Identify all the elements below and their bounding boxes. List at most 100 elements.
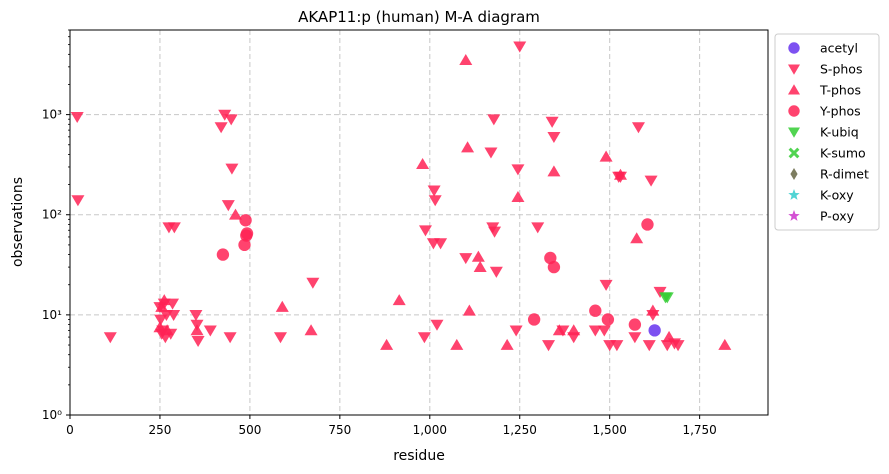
legend-label-acetyl: acetyl: [820, 41, 858, 56]
t-phos-point: [567, 324, 581, 336]
legend-marker-y-phos: [788, 105, 800, 117]
y-tick-label: 10³: [42, 108, 62, 122]
t-phos-point: [461, 141, 475, 153]
s-phos-point: [218, 109, 232, 121]
legend-marker-k-sumo: [788, 147, 800, 159]
x-axis-title: residue: [393, 448, 445, 464]
legend-marker-k-ubiq: [788, 127, 800, 138]
x-tick-label: 500: [238, 423, 261, 437]
y-phos-point: [238, 238, 251, 252]
t-phos-point: [473, 260, 487, 272]
t-phos-point: [450, 338, 464, 350]
s-phos-point: [103, 332, 117, 344]
legend-label-k-oxy: K-oxy: [820, 188, 854, 203]
legend-label-y-phos: Y-phos: [819, 104, 861, 119]
t-phos-point: [275, 300, 289, 312]
y-phos-point: [641, 218, 654, 231]
t-phos-point: [511, 190, 525, 202]
t-phos-point: [462, 304, 476, 316]
legend-box: [774, 33, 880, 231]
legend-label-r-dimet: R-dimet: [820, 167, 869, 182]
y-phos-point: [527, 313, 541, 326]
s-phos-point: [306, 277, 320, 289]
y-axis: 10⁰ 10¹ 10² 10³: [42, 29, 70, 422]
y-phos-point: [547, 260, 561, 274]
s-phos-point: [417, 332, 431, 344]
s-phos-point: [167, 222, 181, 234]
legend-label-t-phos: T-phos: [819, 83, 861, 98]
legend: acetyl S-phos T-phos Y-phos K-ubiq K-sumo R-di…: [774, 33, 880, 231]
s-phos-point: [631, 122, 645, 134]
legend-marker-k-oxy: [788, 189, 800, 200]
t-phos-point: [304, 324, 318, 336]
y-phos-point: [601, 313, 615, 326]
legend-label-k-sumo: K-sumo: [820, 146, 866, 161]
s-phos-point: [488, 226, 502, 238]
s-phos-point: [434, 238, 448, 250]
t-phos-point: [630, 232, 644, 244]
s-phos-point: [203, 325, 217, 337]
s-phos-point: [542, 340, 556, 352]
s-phos-point: [167, 309, 181, 322]
s-phos-point: [223, 332, 237, 344]
s-phos-point: [644, 175, 658, 187]
s-phos-point: [70, 111, 84, 124]
s-phos-point: [588, 325, 602, 337]
t-phos-point: [646, 304, 660, 316]
acetyl-point: [648, 324, 661, 337]
s-phos-point: [489, 266, 503, 278]
y-axis-title: observations: [10, 177, 26, 267]
s-phos-point: [224, 114, 238, 126]
s-phos-point: [628, 332, 642, 344]
s-phos-point: [511, 164, 525, 176]
s-phos-point: [513, 41, 527, 53]
legend-label-p-oxy: P-oxy: [820, 209, 855, 224]
y-tick-label: 10¹: [42, 308, 62, 322]
s-phos-point: [71, 195, 85, 207]
y-tick-label: 10²: [42, 208, 62, 222]
s-phos-point: [430, 319, 444, 331]
legend-marker-p-oxy: [788, 210, 800, 221]
y-phos-point: [240, 227, 254, 240]
t-phos-point: [500, 338, 514, 350]
t-phos-point: [380, 338, 394, 350]
t-phos-point: [662, 330, 676, 342]
t-phos-point: [471, 250, 485, 262]
s-phos-point: [660, 340, 674, 352]
x-tick-label: 750: [328, 423, 351, 437]
s-phos-point: [487, 114, 501, 126]
grid: [70, 30, 768, 415]
legend-marker-t-phos: [788, 84, 800, 95]
k-ubiq-point: [660, 292, 674, 304]
legend-marker-acetyl: [788, 42, 800, 54]
x-tick-label: 1,000: [413, 423, 447, 437]
x-axis: 0 250 500 750 1,000 1,250 1,500 1,750: [66, 415, 717, 437]
t-phos-point: [416, 157, 430, 170]
s-phos-point: [221, 200, 235, 212]
s-phos-point: [428, 195, 442, 207]
s-phos-point: [427, 185, 441, 197]
s-phos-point: [166, 298, 180, 310]
y-tick-label: 10⁰: [42, 408, 62, 422]
legend-label-k-ubiq: K-ubiq: [820, 125, 859, 140]
y-phos-point: [628, 318, 642, 331]
y-phos-point: [589, 304, 602, 317]
legend-marker-r-dimet: [790, 168, 798, 180]
t-phos-point: [229, 208, 243, 220]
s-phos-point: [671, 340, 685, 352]
t-phos-point: [157, 294, 171, 306]
s-phos-point: [597, 325, 611, 337]
s-phos-point: [459, 253, 473, 265]
t-phos-point: [155, 300, 169, 312]
t-phos-point: [190, 324, 204, 336]
s-phos-point: [642, 340, 656, 352]
s-phos-point: [531, 222, 545, 234]
x-tick-label: 0: [66, 423, 74, 437]
x-tick-label: 1,500: [593, 423, 627, 437]
s-phos-point: [189, 309, 203, 322]
s-phos-point: [547, 131, 561, 144]
t-phos-point: [547, 165, 561, 177]
s-phos-point: [610, 340, 624, 352]
s-phos-point: [191, 335, 205, 348]
